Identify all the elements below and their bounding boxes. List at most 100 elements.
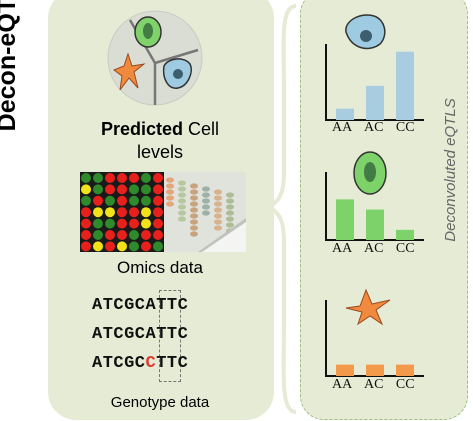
sample-tube-bead <box>190 231 198 237</box>
green-cell-icon <box>353 151 387 195</box>
microarray-spot <box>141 218 151 229</box>
microarray-spot <box>117 218 127 229</box>
chart-axes <box>325 300 424 377</box>
sample-tube-bead <box>226 222 234 228</box>
bar-AA <box>336 108 354 120</box>
omics-data-image <box>80 172 246 252</box>
microarray-spot <box>129 195 139 206</box>
sample-tube-bead <box>226 198 234 204</box>
sample-tube-bead <box>214 201 222 207</box>
sample-tube-bead <box>190 183 198 189</box>
sample-tube-bead <box>190 207 198 213</box>
tick-label: CC <box>395 241 415 256</box>
bar-AA <box>336 364 354 376</box>
sample-tube-bead <box>190 219 198 225</box>
tick-label: AC <box>363 120 384 135</box>
sample-tube-bead <box>226 192 234 198</box>
sample-tube-bead <box>214 225 222 231</box>
microarray-spot <box>81 230 91 240</box>
microarray-spot <box>129 173 139 183</box>
microarray-spot <box>153 230 163 240</box>
microarray-spot <box>117 241 127 252</box>
microarray-spot <box>105 184 115 195</box>
microarray-spot <box>141 195 151 206</box>
microarray-spot <box>81 184 91 195</box>
microarray-spot <box>117 184 127 195</box>
bar-AC <box>366 85 384 120</box>
sample-tube-bead <box>190 213 198 219</box>
sequence-suffix: TTC <box>156 296 189 315</box>
microarray-spot <box>117 195 127 206</box>
microarray-spot <box>117 230 127 240</box>
microarray-spot <box>81 218 91 229</box>
microarray-spot <box>93 241 103 252</box>
sample-tube-bead <box>214 213 222 219</box>
cell-label-line2: levels <box>136 142 184 162</box>
tick-label: CC <box>395 120 415 135</box>
sample-tube-bead <box>202 192 210 198</box>
chart-axes <box>325 172 424 241</box>
microarray-spot <box>153 207 163 218</box>
bar-CC <box>396 229 414 240</box>
sample-tube-bead <box>226 210 234 216</box>
cell-label-bold: Predicted <box>100 119 183 139</box>
microarray-spot <box>129 184 139 195</box>
sample-tube-bead <box>178 186 186 192</box>
sample-tube-bead <box>166 177 174 183</box>
microarray-spot <box>93 173 103 183</box>
snp-base: C <box>145 354 157 373</box>
snp-highlight-box <box>159 290 181 382</box>
microarray-spot <box>153 184 163 195</box>
sample-tube-bead <box>166 189 174 195</box>
microarray-spot <box>129 230 139 240</box>
sample-tube-bead <box>178 180 186 186</box>
microarray-spot <box>141 241 151 252</box>
brace-icon <box>262 4 297 414</box>
tick-label: AA <box>332 120 353 135</box>
snp-base: A <box>145 325 157 344</box>
eqtl-chart-blue <box>325 44 424 121</box>
microarray-spot <box>153 241 163 252</box>
sample-tube-bead <box>202 198 210 204</box>
bar-AA <box>336 199 354 240</box>
eqtl-chart-orange <box>325 300 424 377</box>
microarray-spot <box>117 207 127 218</box>
microarray-spot <box>129 218 139 229</box>
microarray-spot <box>93 207 103 218</box>
sample-tube-bead <box>178 216 186 222</box>
microarray-spot <box>141 173 151 183</box>
sample-tube-bead <box>178 204 186 210</box>
microarray-spot <box>105 207 115 218</box>
figure-title: Decon-eQTL <box>0 0 21 132</box>
snp-base: A <box>145 296 157 315</box>
bar-CC <box>396 364 414 376</box>
microarray-spot <box>153 195 163 206</box>
sample-tube-bead <box>214 195 222 201</box>
sequence-prefix: ATCGC <box>92 325 146 344</box>
microarray-spot <box>105 230 115 240</box>
genotype-sequence: ATCGCATTC <box>92 296 232 315</box>
microarray-spot <box>93 218 103 229</box>
microarray-spot <box>105 241 115 252</box>
orange-cell-icon <box>345 288 391 326</box>
cell-label-rest: Cell <box>183 119 220 139</box>
blue-cell-icon <box>345 14 386 50</box>
microarray-spot <box>81 207 91 218</box>
sample-tube-bead <box>190 189 198 195</box>
chart-axes <box>325 44 424 121</box>
chart-1-xticks: AA AC CC <box>332 120 424 136</box>
microarray-spot <box>93 184 103 195</box>
sample-tube-bead <box>202 186 210 192</box>
microarray-spot <box>129 207 139 218</box>
sample-tube-bead <box>202 210 210 216</box>
microarray-spot <box>93 230 103 240</box>
microarray-spot <box>81 241 91 252</box>
tick-label: AA <box>332 241 353 256</box>
sample-tube-bead <box>226 204 234 210</box>
sample-tube-bead <box>190 195 198 201</box>
microarray-spot <box>81 195 91 206</box>
tick-label: AA <box>332 377 353 392</box>
genotype-sequence: ATCGCATTC <box>92 325 232 344</box>
sequence-prefix: ATCGC <box>92 296 146 315</box>
